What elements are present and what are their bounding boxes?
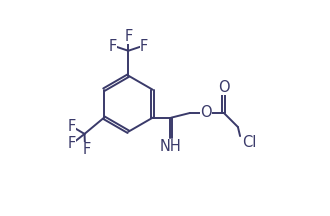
Text: O: O — [218, 79, 230, 95]
Text: NH: NH — [160, 139, 182, 154]
Text: F: F — [109, 39, 117, 54]
Text: F: F — [82, 141, 91, 157]
Text: O: O — [200, 105, 212, 121]
Text: F: F — [140, 39, 148, 54]
Text: F: F — [67, 119, 76, 134]
Text: F: F — [67, 136, 76, 151]
Text: F: F — [124, 29, 132, 44]
Text: Cl: Cl — [242, 135, 256, 150]
